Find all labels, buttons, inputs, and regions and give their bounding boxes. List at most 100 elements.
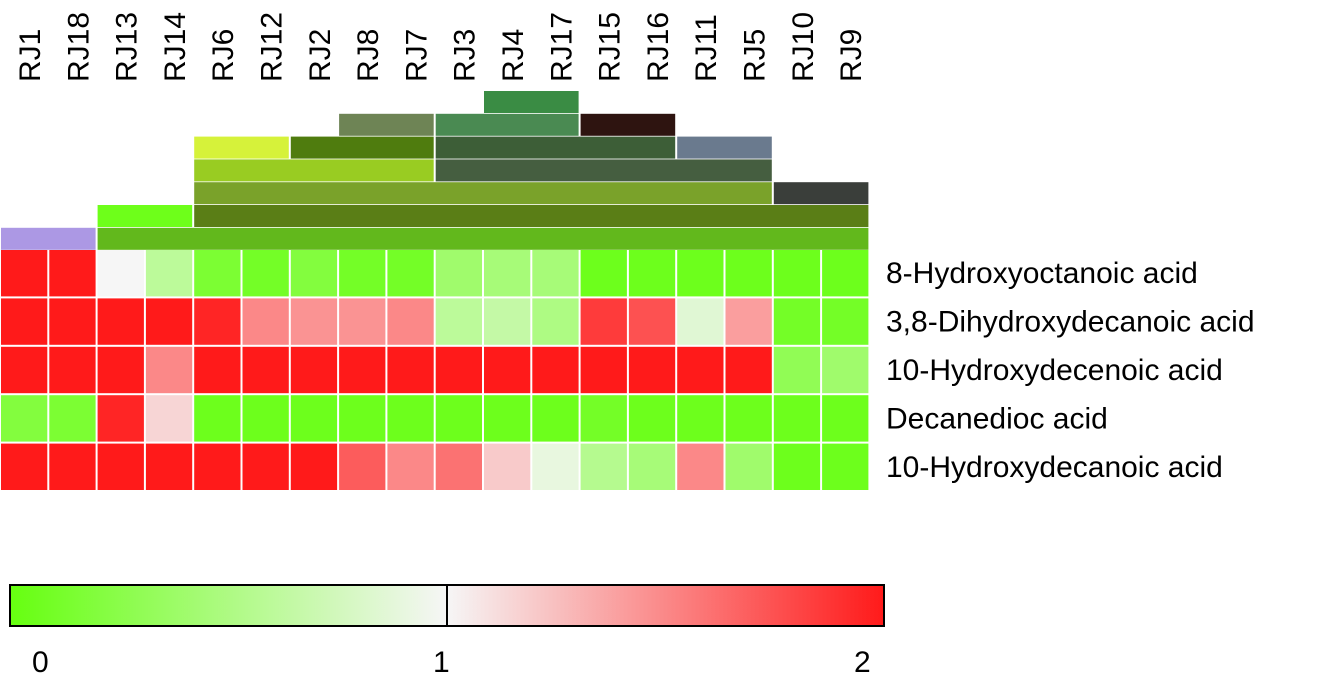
column-label-rj6: RJ6	[207, 29, 240, 82]
heatmap-cell-r4-c4	[194, 443, 241, 490]
heatmap-cell-r0-c6	[290, 250, 338, 297]
cluster-bar-1	[339, 113, 434, 136]
heatmap-cell-r4-c3	[145, 443, 193, 490]
heatmap-cell-r1-c4	[194, 298, 241, 345]
heatmap-cell-r2-c16	[773, 346, 821, 394]
row-label-1: 3,8-Dihydroxydecanoic acid	[886, 306, 1255, 339]
color-scale-tick-0: 0	[32, 646, 49, 675]
heatmap-cell-r3-c6	[290, 395, 338, 442]
heatmap-cell-r4-c15	[725, 443, 772, 490]
column-label-rj3: RJ3	[449, 29, 482, 82]
column-label-rj8: RJ8	[352, 29, 385, 82]
heatmap-cell-r3-c16	[773, 395, 821, 442]
heatmap-cell-r1-c0	[1, 298, 48, 345]
column-label-rj18: RJ18	[62, 12, 95, 82]
heatmap-cell-r4-c1	[49, 443, 96, 490]
heatmap-cell-r4-c16	[773, 443, 821, 490]
color-scale-tick-1: 1	[433, 646, 450, 675]
cluster-bar-11	[773, 182, 869, 205]
row-label-3: Decanedioc acid	[886, 402, 1108, 435]
heatmap-cell-r0-c8	[387, 250, 434, 297]
heatmap-cell-r3-c15	[725, 395, 772, 442]
heatmap-cell-r4-c2	[97, 443, 144, 490]
heatmap-cell-r4-c0	[1, 443, 48, 490]
cluster-bar-8	[194, 159, 434, 182]
heatmap-cell-r2-c13	[628, 346, 676, 394]
column-label-rj2: RJ2	[304, 29, 337, 82]
heatmap-cell-r1-c8	[387, 298, 434, 345]
column-label-rj13: RJ13	[111, 12, 144, 82]
heatmap-cell-r0-c16	[773, 250, 821, 297]
heatmap-cell-r3-c1	[49, 395, 96, 442]
heatmap-cell-r4-c8	[387, 443, 434, 490]
heatmap-cell-r3-c4	[194, 395, 241, 442]
heatmap-cell-r4-c5	[242, 443, 289, 490]
heatmap-cell-r3-c14	[677, 395, 724, 442]
heatmap-cell-r1-c11	[532, 298, 579, 345]
heatmap-cell-r3-c8	[387, 395, 434, 442]
heatmap-cell-r3-c0	[1, 395, 48, 442]
heatmap-cell-r4-c17	[822, 443, 869, 490]
cluster-bar-3	[580, 113, 676, 136]
cluster-bar-5	[290, 136, 434, 159]
heatmap-cell-r0-c13	[628, 250, 676, 297]
row-label-0: 8-Hydroxyoctanoic acid	[886, 257, 1198, 290]
row-label-4: 10-Hydroxydecanoic acid	[886, 451, 1223, 484]
heatmap-cell-r1-c6	[290, 298, 338, 345]
row-label-2: 10-Hydroxydecenoic acid	[886, 354, 1223, 387]
heatmap-cell-r0-c9	[435, 250, 482, 297]
heatmap-cell-r2-c15	[725, 346, 772, 394]
heatmap-cell-r0-c14	[677, 250, 724, 297]
heatmap-cell-r4-c13	[628, 443, 676, 490]
heatmap-cell-r1-c1	[49, 298, 96, 345]
heatmap-cell-r0-c0	[1, 250, 48, 297]
heatmap-cell-r2-c12	[580, 346, 627, 394]
cluster-bar-10	[194, 182, 772, 205]
heatmap-cell-r0-c17	[822, 250, 869, 297]
heatmap-cell-r3-c2	[97, 395, 144, 442]
column-label-rj11: RJ11	[690, 14, 723, 82]
column-label-rj9: RJ9	[835, 29, 868, 82]
heatmap-cell-r0-c1	[49, 250, 96, 297]
heatmap-cell-r3-c5	[242, 395, 289, 442]
heatmap-cell-r2-c0	[1, 346, 48, 394]
column-label-rj5: RJ5	[739, 29, 772, 82]
heatmap-cell-r4-c14	[677, 443, 724, 490]
heatmap-cell-r1-c16	[773, 298, 821, 345]
column-label-rj14: RJ14	[159, 12, 192, 82]
cluster-bar-7	[677, 136, 772, 159]
column-label-rj10: RJ10	[787, 12, 820, 82]
heatmap-cell-r4-c6	[290, 443, 338, 490]
heatmap-cell-r3-c17	[822, 395, 869, 442]
heatmap-cell-r1-c5	[242, 298, 289, 345]
heatmap-cell-r1-c7	[339, 298, 386, 345]
heatmap-cell-r0-c5	[242, 250, 289, 297]
heatmap-cell-r0-c4	[194, 250, 241, 297]
heatmap-cell-r3-c7	[339, 395, 386, 442]
heatmap-cell-r2-c6	[290, 346, 338, 394]
heatmap-cell-r2-c14	[677, 346, 724, 394]
heatmap-cell-r1-c10	[484, 298, 531, 345]
heatmap-cell-r0-c15	[725, 250, 772, 297]
column-label-rj7: RJ7	[400, 29, 433, 82]
column-label-rj16: RJ16	[642, 12, 675, 82]
heatmap-cell-r1-c14	[677, 298, 724, 345]
heatmap-cell-r1-c3	[145, 298, 193, 345]
column-label-rj4: RJ4	[497, 29, 530, 82]
heatmap-cell-r1-c2	[97, 298, 144, 345]
heatmap-cell-r0-c11	[532, 250, 579, 297]
heatmap-cell-r2-c9	[435, 346, 482, 394]
heatmap-cell-r2-c5	[242, 346, 289, 394]
heatmap-cell-r4-c11	[532, 443, 579, 490]
heatmap-cell-r2-c17	[822, 346, 869, 394]
cluster-bar-9	[435, 159, 772, 182]
cluster-bar-13	[194, 205, 869, 227]
heatmap-cell-r1-c17	[822, 298, 869, 345]
heatmap-cell-r3-c13	[628, 395, 676, 442]
heatmap-cell-r2-c3	[145, 346, 193, 394]
heatmap-cell-r3-c10	[484, 395, 531, 442]
heatmap-cell-r1-c15	[725, 298, 772, 345]
cluster-bar-4	[194, 136, 289, 159]
